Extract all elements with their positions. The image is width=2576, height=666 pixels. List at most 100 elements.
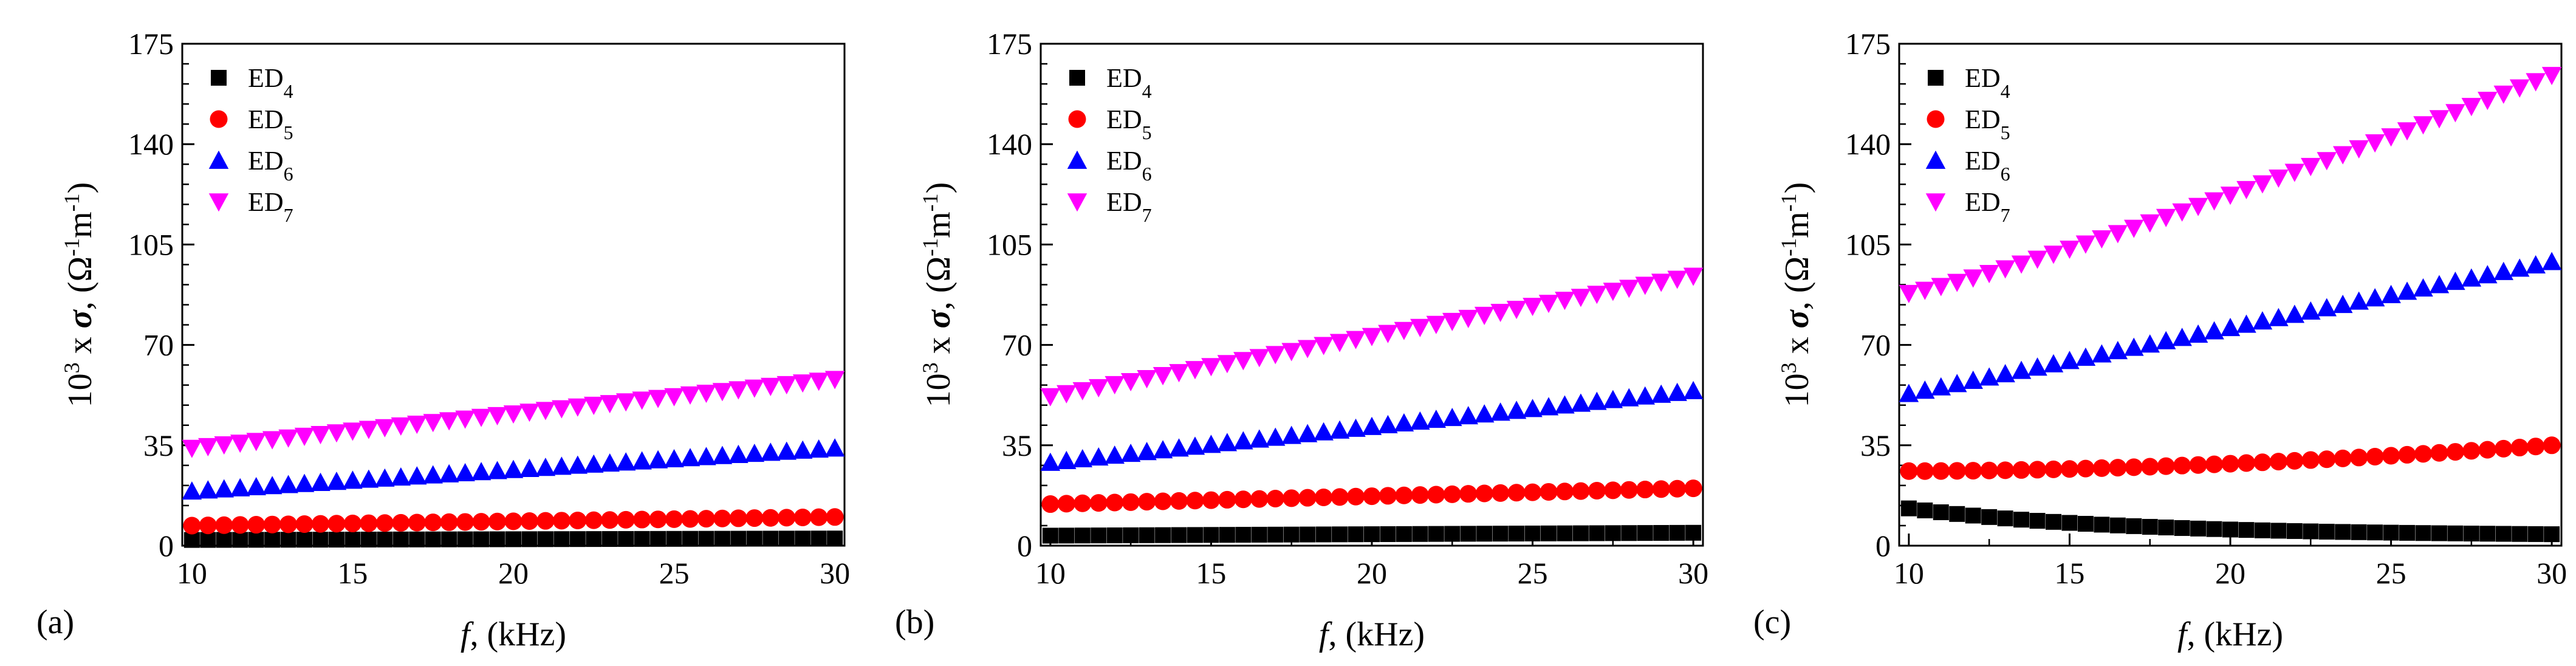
data-point-ed5 — [1980, 461, 1998, 479]
data-point-ed6 — [487, 461, 507, 479]
data-point-ed4 — [1509, 526, 1525, 542]
data-point-ed4 — [473, 531, 490, 548]
data-point-ed4 — [1139, 527, 1155, 543]
data-point-ed7 — [2092, 230, 2112, 249]
data-point-ed6 — [776, 441, 797, 460]
data-point-ed7 — [1426, 315, 1447, 334]
data-point-ed5 — [2044, 460, 2063, 478]
legend-label-ed5: ED5 — [248, 105, 293, 143]
data-point-ed4 — [1300, 526, 1316, 543]
data-point-ed6 — [1683, 380, 1704, 399]
y-tick-label: 105 — [1845, 227, 1891, 261]
data-point-ed4 — [377, 531, 393, 548]
data-point-ed7 — [1523, 298, 1543, 317]
data-point-ed7 — [391, 417, 411, 436]
data-point-ed7 — [1635, 276, 1656, 295]
data-point-ed6 — [1947, 374, 1967, 393]
series-ed7 — [1899, 67, 2562, 303]
data-point-ed4 — [1348, 526, 1364, 543]
data-point-ed4 — [1412, 526, 1428, 542]
data-point-ed4 — [1058, 527, 1075, 544]
data-point-ed7 — [2140, 214, 2160, 233]
data-point-ed6 — [824, 438, 845, 457]
data-point-ed7 — [2108, 225, 2128, 244]
data-point-ed6 — [1217, 433, 1238, 451]
data-point-ed7 — [2332, 146, 2353, 165]
data-point-ed6 — [584, 454, 604, 473]
data-point-ed5 — [1604, 481, 1622, 500]
panel-label: (a) — [36, 603, 74, 641]
data-point-ed4 — [1396, 526, 1412, 542]
data-point-ed7 — [1506, 301, 1527, 320]
data-point-ed4 — [2061, 515, 2078, 531]
data-point-ed5 — [360, 514, 378, 532]
data-point-ed5 — [2109, 459, 2127, 477]
data-point-ed5 — [1347, 487, 1365, 506]
data-point-ed7 — [2124, 219, 2144, 238]
x-axis-label: f, (kHz) — [1319, 616, 1425, 653]
data-point-ed5 — [713, 509, 731, 527]
chart-panel-c: 0 35 70 105 140 175 10 15 20 25 30 f, (kHz) 103 x σ,… — [1717, 0, 2575, 663]
x-tick-label: 10 — [1894, 556, 1924, 590]
data-point-ed5 — [1932, 462, 1950, 480]
data-point-ed4 — [1997, 510, 2013, 527]
data-point-ed6 — [632, 451, 652, 470]
data-point-ed5 — [536, 512, 555, 530]
data-point-ed6 — [1314, 422, 1334, 441]
data-point-ed4 — [2463, 526, 2479, 542]
data-point-ed4 — [827, 530, 843, 547]
data-point-ed6 — [1040, 452, 1061, 471]
data-point-ed7 — [455, 410, 475, 429]
data-point-ed7 — [2541, 67, 2562, 86]
data-point-ed5 — [1996, 461, 2015, 479]
data-point-ed4 — [682, 530, 699, 547]
legend-label-ed7: ED7 — [1965, 187, 2010, 226]
data-point-ed5 — [1636, 481, 1654, 499]
data-point-ed5 — [2286, 451, 2304, 470]
data-point-ed6 — [1458, 406, 1478, 425]
data-point-ed7 — [2252, 175, 2273, 194]
data-point-ed5 — [1459, 485, 1478, 503]
y-tick-label: 70 — [143, 328, 174, 362]
data-point-ed6 — [761, 442, 781, 461]
data-point-ed6 — [712, 445, 733, 464]
data-point-ed4 — [2383, 524, 2399, 541]
data-point-ed4 — [1572, 525, 1589, 541]
data-point-ed6 — [214, 479, 235, 498]
y-tick-label: 140 — [128, 127, 174, 161]
data-point-ed4 — [1428, 526, 1444, 542]
data-point-ed4 — [1653, 524, 1670, 541]
data-point-ed4 — [280, 532, 296, 548]
x-tick-label: 30 — [820, 556, 850, 590]
data-point-ed4 — [810, 530, 827, 547]
data-point-ed7 — [1442, 312, 1462, 331]
data-point-ed4 — [1106, 527, 1123, 544]
legend-marker-ed5 — [1927, 110, 1945, 128]
y-tick-label: 105 — [128, 227, 174, 261]
data-point-ed6 — [246, 476, 266, 496]
data-point-ed6 — [1442, 408, 1462, 427]
chart-c-svg: 0 35 70 105 140 175 10 15 20 25 30 f, (kHz) 103 x σ,… — [1753, 27, 2567, 653]
data-point-ed5 — [1620, 481, 1638, 499]
data-point-ed4 — [1219, 527, 1235, 543]
data-point-ed6 — [2043, 354, 2064, 372]
data-point-ed7 — [294, 427, 315, 446]
data-point-ed5 — [1138, 493, 1156, 511]
data-point-ed4 — [1235, 527, 1252, 543]
data-point-ed7 — [1120, 372, 1141, 392]
data-point-ed5 — [1684, 479, 1702, 498]
data-point-ed5 — [215, 516, 233, 534]
data-point-ed6 — [2509, 258, 2530, 277]
data-point-ed6 — [1201, 434, 1221, 453]
data-point-ed4 — [1460, 526, 1476, 542]
data-point-ed7 — [182, 439, 202, 458]
data-point-ed6 — [503, 459, 524, 478]
data-point-ed4 — [2512, 526, 2528, 542]
data-point-ed5 — [665, 510, 683, 528]
y-axis-label: 103 x σ, (Ω-1m-1) — [60, 182, 99, 408]
data-point-ed6 — [552, 456, 572, 475]
data-point-ed5 — [2092, 459, 2111, 477]
chart-panel-b: 0 35 70 105 140 175 10 15 20 25 30 f, (kHz) 103 x σ,… — [858, 0, 1717, 663]
data-point-ed5 — [1524, 483, 1542, 501]
